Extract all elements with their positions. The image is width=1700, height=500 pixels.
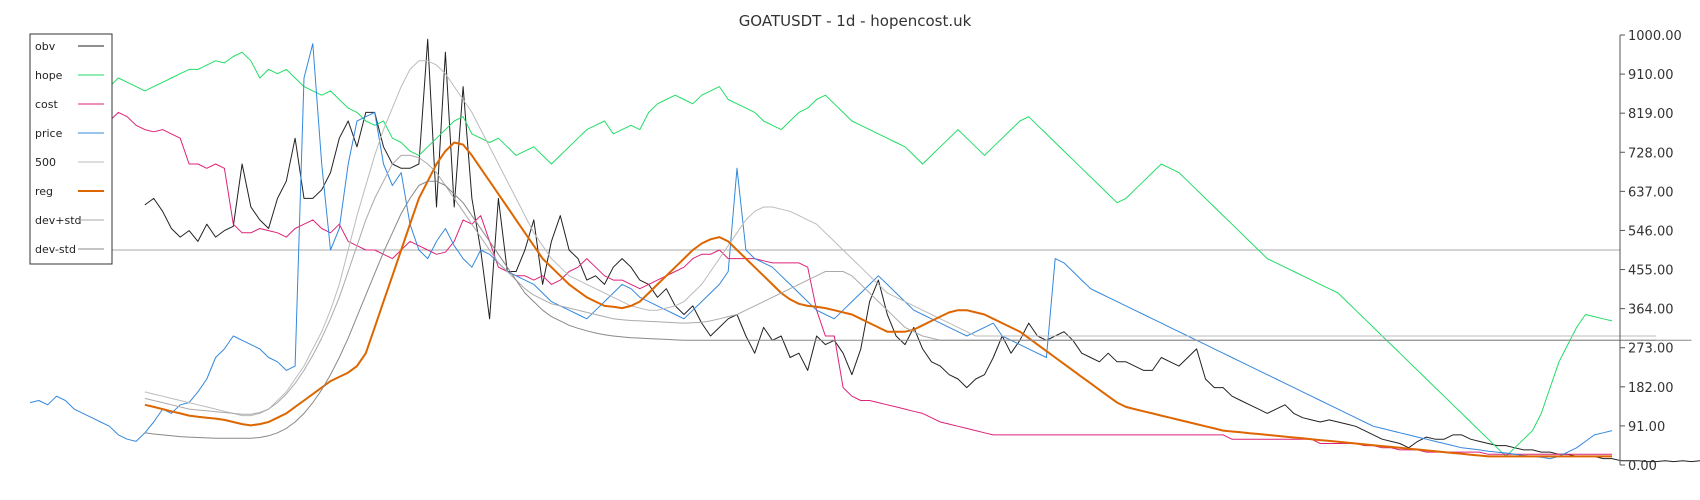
y-tick-label: 0.00 [1628, 459, 1657, 474]
series-line-reg [144, 141, 1612, 458]
y-tick-label: 910.00 [1628, 68, 1674, 83]
y-axis: 1000.00 910.00 819.00 728.00 637.00 546.00 455… [1620, 29, 1682, 474]
series-line-price [29, 43, 1613, 460]
y-tick-label: 364.00 [1628, 303, 1674, 318]
legend-label-dev-std: dev+std [35, 214, 82, 227]
legend-label-cost: cost [35, 98, 59, 111]
legend-label-price: price [35, 127, 63, 140]
series-line-obv [144, 38, 1700, 463]
legend-label-dev-std: dev-std [35, 243, 76, 256]
series-line-500 [144, 60, 1657, 417]
y-tick-label: 273.00 [1628, 342, 1674, 357]
legend-label-500: 500 [35, 156, 56, 169]
legend-label-obv: obv [35, 40, 56, 53]
chart-title: GOATUSDT - 1d - hopencost.uk [739, 12, 972, 30]
y-tick-label: 546.00 [1628, 224, 1674, 239]
series-line-dev-std [144, 154, 1657, 415]
y-tick-label: 455.00 [1628, 264, 1674, 279]
y-tick-label: 728.00 [1628, 146, 1674, 161]
y-tick-label: 1000.00 [1628, 29, 1682, 44]
y-tick-label: 91.00 [1628, 420, 1665, 435]
y-tick-label: 819.00 [1628, 107, 1674, 122]
y-tick-label: 182.00 [1628, 381, 1674, 396]
plot-area [29, 38, 1700, 463]
series-line-dev-std [144, 180, 1692, 439]
legend-box [29, 33, 113, 265]
legend-label-hope: hope [35, 69, 63, 82]
legend: obv hope cost price 500 reg dev+std dev-std [29, 33, 113, 265]
y-tick-label: 637.00 [1628, 185, 1674, 200]
legend-label-reg: reg [35, 185, 53, 198]
series-line-cost [29, 90, 1612, 455]
series-line-hope [29, 51, 1613, 457]
